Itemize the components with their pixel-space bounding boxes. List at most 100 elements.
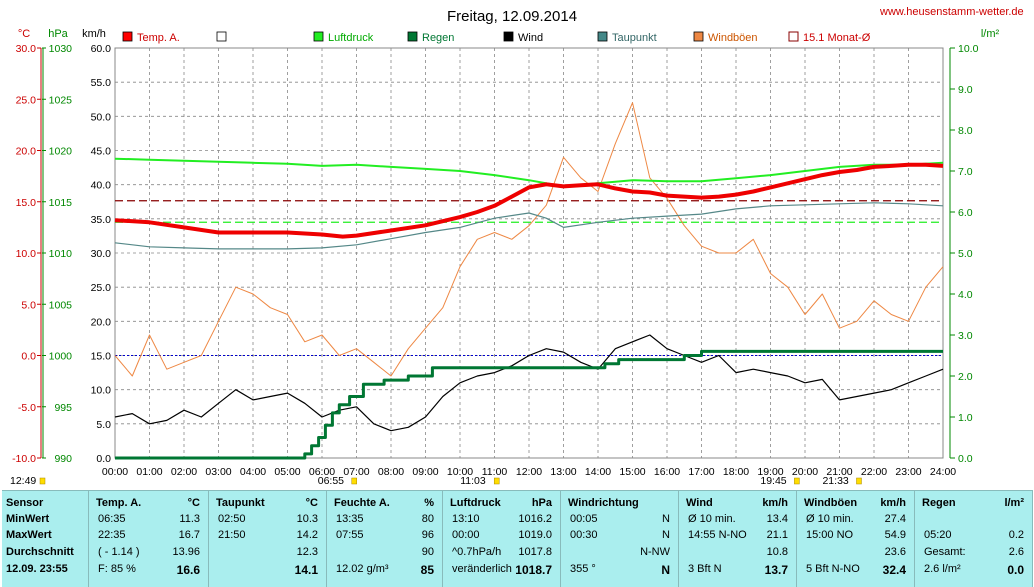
- stats-head-temp: Temp. A.: [96, 497, 142, 509]
- stats-cell-label: 14:55 N-NO: [688, 529, 747, 541]
- stats-cell-label: F: 85 %: [98, 563, 136, 575]
- temp-tick-label: -10.0: [12, 453, 36, 465]
- marker-sun: [39, 477, 46, 485]
- rain-tick-label: 0.0: [958, 453, 973, 465]
- stats-col-gust: Windböen km/h Ø 10 min. 27.4 15:00 NO 54.9 23.…: [798, 491, 915, 587]
- pressure-tick-label: 1005: [49, 299, 73, 311]
- rain-tick-label: 5.0: [958, 248, 973, 260]
- temp-tick-label: 5.0: [21, 299, 36, 311]
- x-tick-label: 09:00: [412, 466, 438, 478]
- rain-axis-label: l/m²: [981, 28, 1000, 40]
- stats-cell-label: ( - 1.14 ): [98, 546, 140, 558]
- sensor-head: Sensor: [6, 497, 44, 509]
- rain-tick-label: 4.0: [958, 289, 973, 301]
- wind-tick-label: 55.0: [91, 77, 112, 89]
- rain-tick-label: 1.0: [958, 412, 973, 424]
- wind-tick-label: 60.0: [91, 43, 112, 55]
- x-tick-label: 01:00: [136, 466, 162, 478]
- x-tick-label: 14:00: [585, 466, 611, 478]
- stats-cell-label: Ø 10 min.: [806, 513, 854, 525]
- sensor-row-label: MaxWert: [6, 529, 52, 541]
- stats-col-rain: Regen l/m² 05:20 0.2 Gesamt: 2.6 2.6 l/m² 0.0: [916, 491, 1033, 587]
- series-lines: [114, 102, 944, 460]
- stats-head-gust: Windböen: [804, 497, 858, 509]
- stats-cell-label: 3 Bft N: [688, 563, 722, 575]
- pressure-tick-label: 1015: [49, 197, 73, 209]
- stats-cell-value: 1016.2: [518, 513, 552, 525]
- stats-cell-value: 13.96: [172, 546, 200, 558]
- stats-unit-wind: km/h: [762, 497, 788, 509]
- stats-unit-humidity: %: [424, 497, 434, 509]
- stats-cell-value: 96: [421, 529, 434, 541]
- stats-cell-value: 85: [420, 563, 434, 577]
- chart-title: Freitag, 12.09.2014: [447, 8, 577, 25]
- x-tick-label: 19:00: [757, 466, 783, 478]
- temp-tick-label: 15.0: [16, 197, 37, 209]
- wind-tick-label: 45.0: [91, 146, 112, 158]
- stats-cell-value: 54.9: [884, 529, 906, 541]
- stats-cell-value: 16.6: [176, 563, 200, 577]
- stats-unit-temp: °C: [187, 497, 200, 509]
- wind-tick-label: 5.0: [96, 419, 111, 431]
- stats-cell-label: ^0.7hPa/h: [452, 546, 502, 558]
- legend-swatch: [693, 31, 704, 42]
- x-tick-label: 21:00: [826, 466, 852, 478]
- stats-cell-label: 12.02 g/m³: [336, 563, 389, 575]
- stats-cell-label: 05:20: [924, 529, 952, 541]
- wind-tick-label: 40.0: [91, 180, 112, 192]
- legend-swatch: [216, 31, 227, 42]
- x-tick-label: 07:00: [343, 466, 369, 478]
- axes: 00:00 01:00 02:00 03:00 04:00 05:00 06:00 07:00…: [12, 43, 979, 478]
- marker-label: 12:49: [10, 475, 36, 487]
- stats-cell-label: Gesamt:: [924, 546, 966, 558]
- series-line-taupunkt: [114, 202, 944, 250]
- wind-tick-label: 20.0: [91, 316, 112, 328]
- stats-cell-label: 00:00: [452, 529, 480, 541]
- stats-cell-value: 12.3: [296, 546, 318, 558]
- x-tick-label: 18:00: [723, 466, 749, 478]
- series-line-temp-a-: [114, 162, 944, 239]
- x-tick-label: 00:00: [102, 466, 128, 478]
- stats-cell-value: N: [661, 563, 670, 577]
- stats-cell-label: 06:35: [98, 513, 126, 525]
- stats-cell-value: 1017.8: [518, 546, 552, 558]
- wind-tick-label: 10.0: [91, 385, 112, 397]
- x-tick-label: 16:00: [654, 466, 680, 478]
- stats-cell-label: veränderlich: [452, 563, 512, 575]
- stats-cell-label: 02:50: [218, 513, 246, 525]
- stats-cell-label: 2.6 l/m²: [924, 563, 961, 575]
- stats-cell-value: 0.0: [1007, 563, 1024, 577]
- wind-axis-label: km/h: [82, 28, 106, 40]
- x-tick-label: 20:00: [792, 466, 818, 478]
- stats-col-temp: Temp. A. °C 06:35 11.3 22:35 16.7 ( - 1.14 ) 13…: [90, 491, 209, 587]
- pressure-tick-label: 1010: [49, 248, 73, 260]
- rain-tick-label: 9.0: [958, 84, 973, 96]
- stats-col-sensor: Sensor MinWert MaxWert Durchschnitt 12.09. 2…: [2, 491, 89, 587]
- x-tick-label: 15:00: [619, 466, 645, 478]
- stats-cell-value: 90: [421, 546, 434, 558]
- marker-sun: [856, 477, 862, 485]
- legend-label: Regen: [422, 32, 454, 44]
- temp-tick-label: 30.0: [16, 43, 37, 55]
- rain-tick-label: 10.0: [958, 43, 979, 55]
- stats-unit-rain: l/m²: [1004, 497, 1024, 509]
- x-tick-label: 05:00: [274, 466, 300, 478]
- legend-label: Windböen: [708, 32, 758, 44]
- stats-cell-value: 13.4: [766, 513, 788, 525]
- stats-col-humidity: Feuchte A.% 13:35 80 07:55 96 90 12.02 g/m³ 85: [328, 491, 443, 587]
- site-url[interactable]: www.heusenstamm-wetter.de: [880, 6, 1024, 18]
- stats-cell-value: N-NW: [640, 546, 670, 558]
- x-tick-label: 06:00: [309, 466, 335, 478]
- stats-cell-value: N: [662, 529, 670, 541]
- stats-cell-label: 5 Bft N-NO: [806, 563, 860, 575]
- stats-cell-label: 07:55: [336, 529, 364, 541]
- pressure-axis-label: hPa: [48, 28, 68, 40]
- stats-cell-value: N: [662, 513, 670, 525]
- stats-cell-value: 1018.7: [515, 563, 552, 577]
- rain-tick-label: 6.0: [958, 207, 973, 219]
- x-tick-label: 11:00: [482, 466, 508, 478]
- pressure-tick-label: 1020: [49, 146, 73, 158]
- pressure-tick-label: 995: [54, 402, 72, 414]
- series-line-wind: [114, 334, 944, 432]
- temp-tick-label: 10.0: [16, 248, 37, 260]
